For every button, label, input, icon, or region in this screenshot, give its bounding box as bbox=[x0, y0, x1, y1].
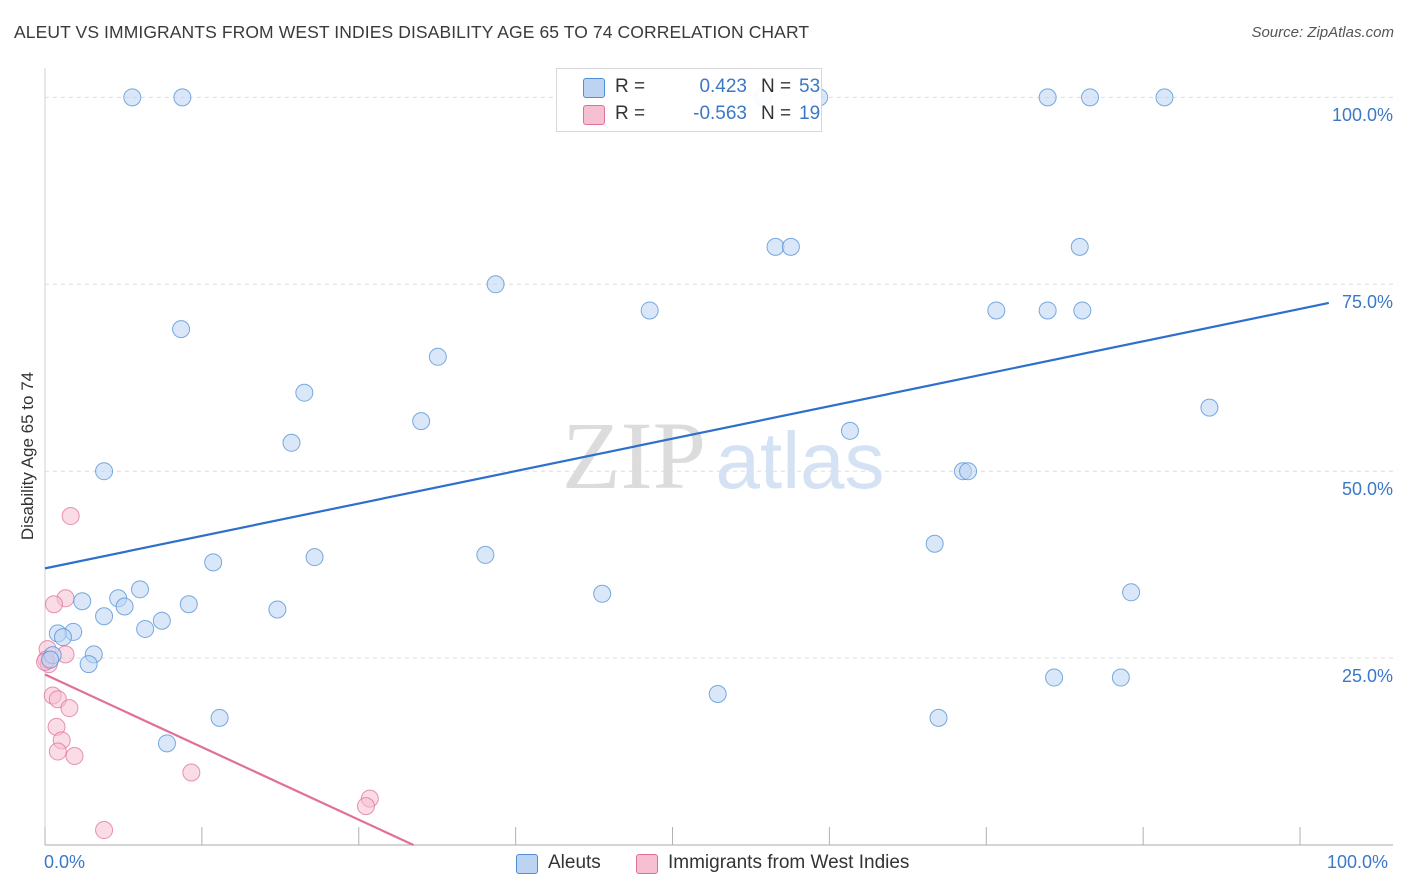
legend-swatch-immigrants bbox=[583, 105, 605, 125]
immigrants-point bbox=[356, 797, 375, 816]
immigrants-point bbox=[60, 699, 79, 718]
legend-n-value: 19 bbox=[799, 103, 821, 124]
aleuts-point bbox=[305, 548, 324, 567]
aleuts-point bbox=[1155, 88, 1174, 107]
stats-legend: R = 0.423 N = 53 R = -0.563 N = 19 bbox=[556, 68, 822, 132]
aleuts-point bbox=[476, 545, 495, 564]
aleuts-point bbox=[987, 301, 1006, 320]
y-tick-label: 50.0% bbox=[1341, 479, 1393, 500]
aleuts-point bbox=[179, 595, 198, 614]
aleuts-point bbox=[959, 462, 978, 481]
aleuts-point bbox=[95, 462, 114, 481]
bottom-legend-swatch-aleuts bbox=[516, 854, 538, 874]
y-tick-label: 25.0% bbox=[1341, 666, 1393, 687]
watermark: ZIP atlas bbox=[562, 402, 884, 509]
aleuts-point bbox=[210, 708, 229, 727]
immigrants-point bbox=[61, 507, 80, 526]
y-axis-label: Disability Age 65 to 74 bbox=[18, 371, 37, 541]
trendlines bbox=[44, 301, 1330, 846]
legend-r-label: R = bbox=[615, 76, 646, 97]
aleuts-point bbox=[295, 383, 314, 402]
legend-r-value: -0.563 bbox=[693, 103, 747, 124]
aleuts-point bbox=[1073, 301, 1092, 320]
watermark-atlas: atlas bbox=[716, 416, 885, 505]
aleuts-point bbox=[41, 650, 60, 669]
aleuts-point bbox=[1070, 237, 1089, 256]
aleuts-point bbox=[593, 584, 612, 603]
aleuts-point bbox=[173, 88, 192, 107]
chart-title: ALEUT VS IMMIGRANTS FROM WEST INDIES DIS… bbox=[14, 22, 810, 42]
legend-r-value: 0.423 bbox=[699, 76, 747, 97]
legend-n-value: 53 bbox=[799, 76, 821, 97]
aleuts-point bbox=[79, 655, 98, 674]
aleuts-point bbox=[268, 600, 287, 619]
aleuts-point bbox=[428, 347, 447, 366]
immigrants-point bbox=[182, 763, 201, 782]
bottom-legend-label-immigrants: Immigrants from West Indies bbox=[668, 852, 910, 873]
aleuts-point bbox=[708, 684, 727, 703]
aleuts-point bbox=[1122, 583, 1141, 602]
aleuts-point bbox=[172, 320, 191, 339]
aleuts-point bbox=[123, 88, 142, 107]
aleuts-point bbox=[1038, 88, 1057, 107]
aleuts-point bbox=[53, 628, 72, 647]
aleuts-point bbox=[486, 275, 505, 294]
legend-n-label: N = bbox=[761, 76, 792, 97]
immigrants-point bbox=[44, 595, 63, 614]
aleuts-point bbox=[136, 619, 155, 638]
series-aleuts-points bbox=[41, 88, 1219, 753]
bottom-legend-swatch-immigrants bbox=[636, 854, 658, 874]
aleuts-point bbox=[925, 534, 944, 553]
aleuts-point bbox=[1038, 301, 1057, 320]
aleuts-point bbox=[929, 708, 948, 727]
legend-n-label: N = bbox=[761, 103, 792, 124]
aleuts-point bbox=[1081, 88, 1100, 107]
aleuts-point bbox=[157, 734, 176, 753]
aleuts-point bbox=[781, 237, 800, 256]
aleuts-point bbox=[412, 412, 431, 431]
grid-lines bbox=[45, 96, 1393, 659]
aleuts-point bbox=[640, 301, 659, 320]
aleuts-point bbox=[840, 421, 859, 440]
immigrants-point bbox=[65, 747, 84, 766]
immigrants-trendline bbox=[44, 673, 414, 846]
legend-swatch-aleuts bbox=[583, 78, 605, 98]
legend-r-label: R = bbox=[615, 103, 646, 124]
y-tick-label: 100.0% bbox=[1331, 105, 1393, 126]
x-tick-label-max: 100.0% bbox=[1327, 852, 1389, 872]
bottom-legend-label-aleuts: Aleuts bbox=[548, 852, 601, 873]
watermark-zip: ZIP bbox=[562, 402, 706, 509]
aleuts-point bbox=[152, 611, 171, 630]
source-label: Source: ZipAtlas.com bbox=[1251, 24, 1394, 41]
immigrants-point bbox=[95, 821, 114, 840]
aleuts-point bbox=[282, 433, 301, 452]
aleuts-trendline bbox=[44, 301, 1330, 570]
aleuts-point bbox=[131, 580, 150, 599]
aleuts-point bbox=[1045, 668, 1064, 687]
aleuts-point bbox=[766, 237, 785, 256]
aleuts-point bbox=[204, 553, 223, 572]
aleuts-point bbox=[1111, 668, 1130, 687]
immigrants-point bbox=[48, 742, 67, 761]
y-tick-label: 75.0% bbox=[1341, 292, 1393, 313]
aleuts-point bbox=[115, 597, 134, 616]
aleuts-point bbox=[73, 592, 92, 611]
x-tick-label-min: 0.0% bbox=[44, 852, 86, 872]
aleuts-point bbox=[95, 607, 114, 626]
axes bbox=[44, 68, 1393, 846]
aleuts-point bbox=[1200, 398, 1219, 417]
